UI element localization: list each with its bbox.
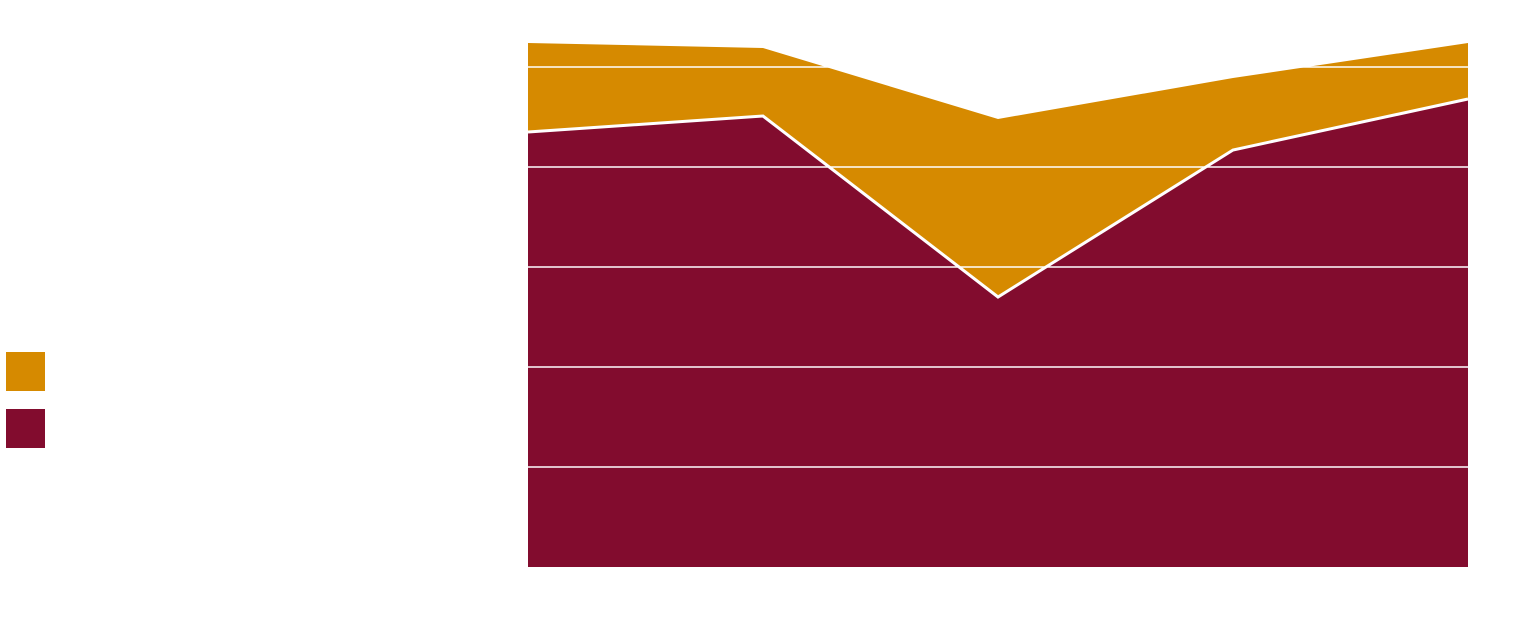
legend-swatch [6, 352, 45, 391]
area [528, 43, 1468, 297]
legend-swatch [6, 409, 45, 448]
series-boundary [527, 97, 1469, 299]
area [528, 99, 1468, 567]
